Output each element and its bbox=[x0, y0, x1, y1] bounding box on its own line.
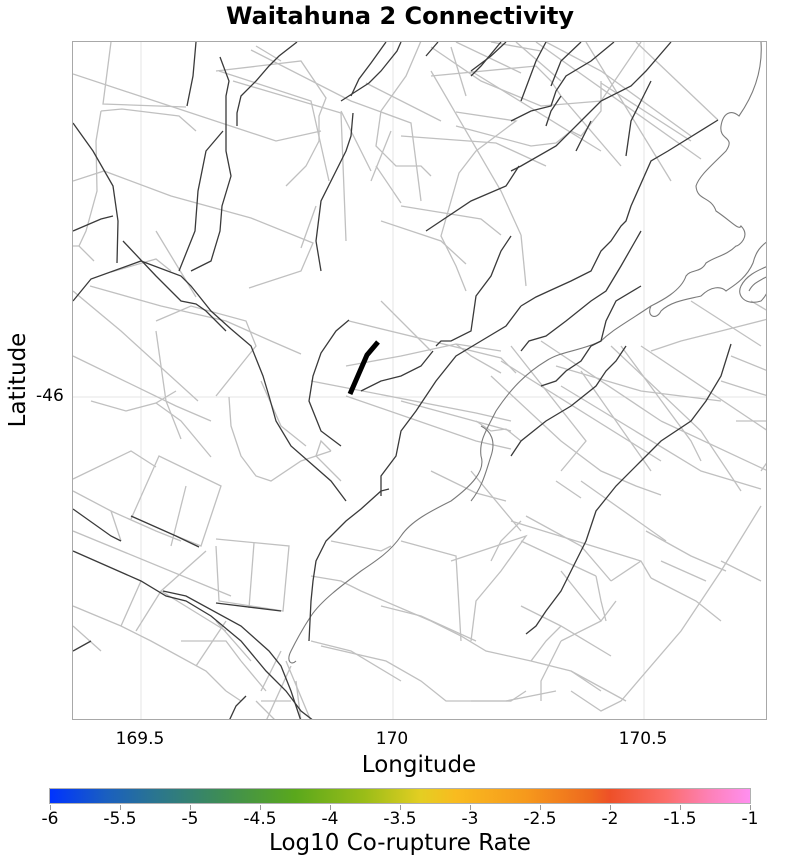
colorbar-tick bbox=[680, 805, 681, 810]
colorbar-tick bbox=[540, 805, 541, 810]
colorbar-tick-label: -1 bbox=[741, 809, 759, 829]
x-axis-label: Longitude bbox=[361, 752, 477, 778]
colorbar-tick-label: -1.5 bbox=[663, 809, 697, 829]
colorbar-tick-label: -5.5 bbox=[103, 809, 137, 829]
fault-outlines bbox=[73, 42, 766, 719]
gridlines bbox=[73, 42, 766, 719]
colorbar-tick bbox=[50, 805, 51, 810]
colorbar-tick-label: -6 bbox=[41, 809, 59, 829]
colorbar-tick bbox=[330, 805, 331, 810]
colorbar-tick bbox=[190, 805, 191, 810]
colorbar-tick bbox=[400, 805, 401, 810]
fault-traces bbox=[73, 42, 732, 719]
colorbar-tick-label: -2.5 bbox=[523, 809, 557, 829]
x-tick-label: 170 bbox=[375, 729, 409, 749]
fault-map bbox=[73, 42, 766, 719]
y-tick-label: -46 bbox=[36, 386, 64, 406]
colorbar-tick bbox=[750, 805, 751, 810]
target-fault-waitahuna-2 bbox=[347, 340, 380, 395]
colorbar-tick bbox=[120, 805, 121, 810]
colorbar-tick-label: -2 bbox=[601, 809, 619, 829]
chart-title: Waitahuna 2 Connectivity bbox=[225, 2, 575, 30]
x-tick-label: 169.5 bbox=[115, 729, 165, 749]
colorbar-tick bbox=[470, 805, 471, 810]
colorbar-title: Log10 Co-rupture Rate bbox=[269, 830, 531, 856]
colorbar bbox=[49, 788, 751, 804]
colorbar-tick-label: -4.5 bbox=[243, 809, 277, 829]
y-axis-label: Latitude bbox=[5, 332, 31, 428]
colorbar-tick bbox=[260, 805, 261, 810]
coastline bbox=[288, 42, 766, 664]
map-plot-area[interactable] bbox=[72, 41, 767, 720]
colorbar-tick-label: -5 bbox=[181, 809, 199, 829]
colorbar-tick-label: -4 bbox=[321, 809, 339, 829]
colorbar-tick-label: -3 bbox=[461, 809, 479, 829]
x-tick-label: 170.5 bbox=[618, 729, 668, 749]
colorbar-tick-label: -3.5 bbox=[383, 809, 417, 829]
colorbar-tick bbox=[610, 805, 611, 810]
